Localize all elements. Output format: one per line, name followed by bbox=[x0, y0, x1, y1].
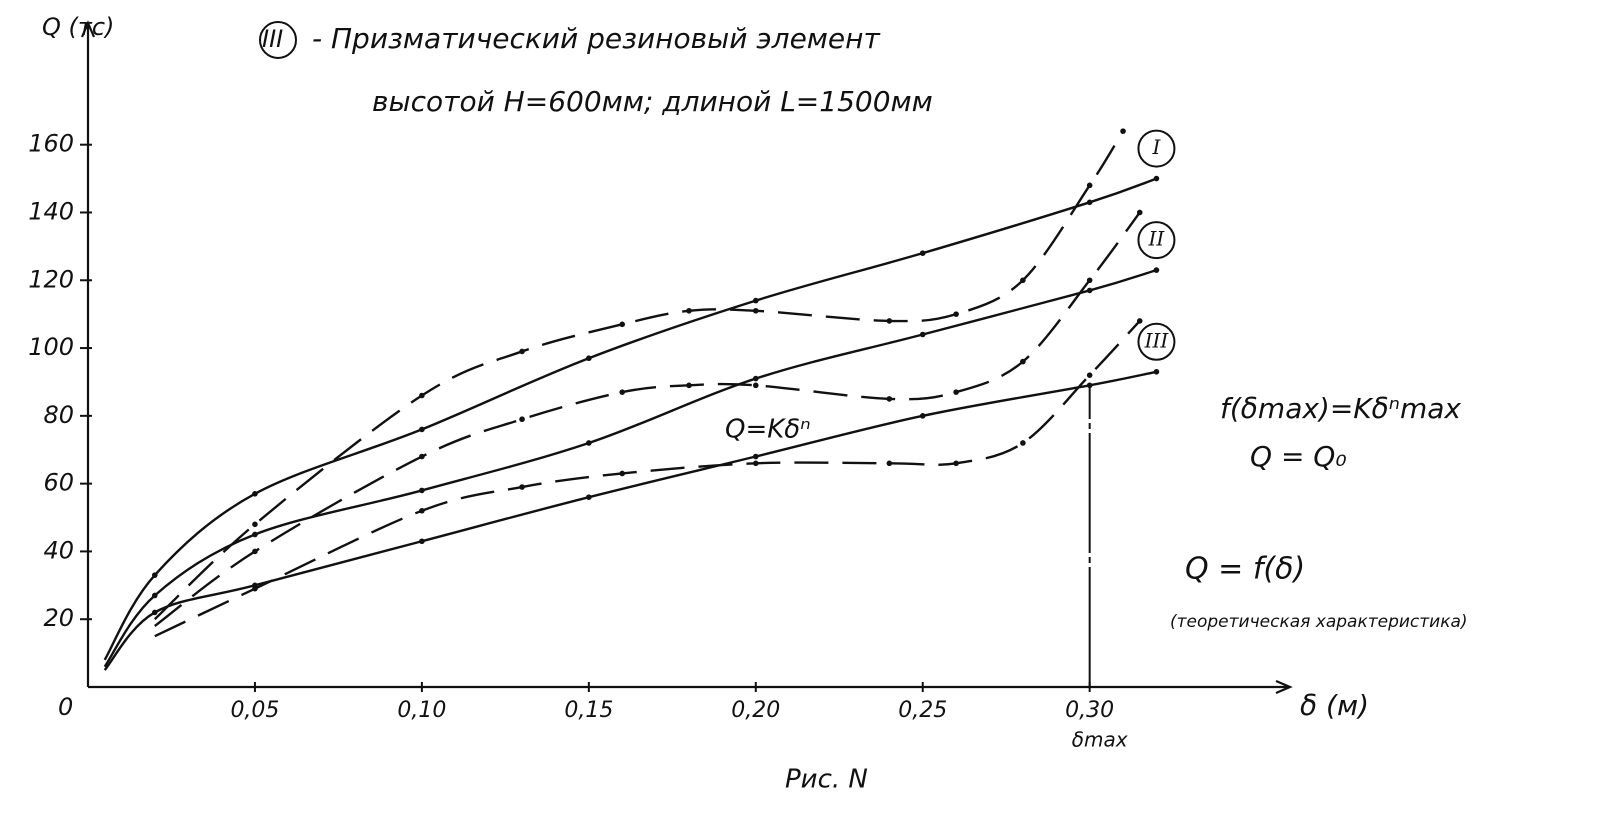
x-tick-label: 0,20 bbox=[731, 698, 780, 723]
curve-point bbox=[252, 491, 258, 497]
x-marker-label: δmax bbox=[1072, 728, 1128, 752]
x-axis-label: δ (м) bbox=[1300, 689, 1369, 722]
x-axis bbox=[88, 679, 1293, 695]
curve-point bbox=[1020, 277, 1026, 284]
curve-point bbox=[151, 609, 158, 616]
curve-point bbox=[519, 348, 525, 355]
y-tick-label: 80 bbox=[43, 401, 74, 429]
caption: Рис. N bbox=[785, 765, 868, 795]
curve-point bbox=[1120, 128, 1126, 134]
curve-point bbox=[953, 311, 959, 317]
chart-title: - Призматический резиновый элемент bbox=[312, 22, 880, 55]
curve-point bbox=[1086, 199, 1093, 206]
curve-label: III bbox=[1144, 328, 1170, 352]
curve-point bbox=[151, 572, 158, 578]
y-tick-label: 100 bbox=[28, 333, 74, 361]
y-tick-label: 160 bbox=[28, 130, 74, 158]
curve-point bbox=[586, 355, 592, 362]
curve-label: II bbox=[1148, 227, 1166, 251]
x-tick-label: 0,10 bbox=[397, 698, 446, 723]
curve-point bbox=[1136, 209, 1143, 216]
curve-point bbox=[886, 460, 893, 467]
x-tick-label: 0,15 bbox=[564, 698, 613, 723]
curve bbox=[103, 268, 1157, 668]
curve-point bbox=[419, 426, 425, 433]
curve-point bbox=[1153, 368, 1160, 375]
curve-label-circle bbox=[1137, 221, 1176, 260]
curve-point bbox=[1020, 440, 1026, 446]
curve-point bbox=[1153, 175, 1160, 182]
curve-point bbox=[619, 389, 626, 395]
curve-point bbox=[953, 460, 959, 467]
y-axis-label: Q (тс) bbox=[42, 13, 114, 41]
curve-point bbox=[252, 521, 258, 528]
y-tick-label: 40 bbox=[43, 536, 74, 564]
curve-label: I bbox=[1151, 135, 1161, 159]
curve-point bbox=[519, 416, 525, 423]
curve-point bbox=[619, 321, 626, 328]
curve-point bbox=[586, 440, 592, 446]
curve-point bbox=[419, 392, 425, 399]
curve-point bbox=[1086, 277, 1093, 284]
curve-point bbox=[252, 548, 258, 555]
y-tick-label: 120 bbox=[28, 265, 74, 293]
annotation: Q=Kδⁿ bbox=[725, 415, 811, 445]
curve-point bbox=[1086, 372, 1093, 378]
chart-subtitle: высотой H=600мм; длиной L=1500мм bbox=[372, 85, 933, 118]
annotation: Q = f(δ) bbox=[1185, 552, 1305, 587]
curve bbox=[103, 370, 1157, 671]
y-tick-label: 140 bbox=[28, 197, 74, 225]
curve-point bbox=[519, 484, 525, 490]
curve-point bbox=[1086, 287, 1093, 294]
curve-point bbox=[419, 453, 425, 460]
curve-point bbox=[886, 396, 893, 402]
curve-point bbox=[419, 538, 425, 545]
curve-point bbox=[752, 307, 759, 314]
curve bbox=[103, 177, 1157, 661]
title-mark-circle bbox=[259, 21, 297, 59]
curve-point bbox=[752, 453, 759, 460]
curve-point bbox=[1020, 358, 1026, 365]
y-axis bbox=[80, 20, 96, 687]
curve-point bbox=[619, 470, 626, 477]
curve-point bbox=[1086, 182, 1093, 189]
annotation: (теоретическая характеристика) bbox=[1170, 612, 1468, 632]
curve-point bbox=[886, 318, 893, 324]
y-tick-label: 60 bbox=[43, 469, 74, 497]
curve-point bbox=[419, 507, 425, 514]
curve-point bbox=[419, 487, 425, 494]
curve-point bbox=[686, 382, 692, 389]
curve-point bbox=[1136, 318, 1143, 324]
annotation: f(δmax)=Kδⁿmax bbox=[1220, 392, 1461, 425]
curve-point bbox=[1153, 267, 1160, 273]
curve-point bbox=[919, 331, 926, 338]
x-tick-label: 0,25 bbox=[898, 698, 947, 723]
curve-point bbox=[151, 592, 158, 599]
curve-point bbox=[252, 585, 258, 592]
curve-point bbox=[252, 531, 258, 538]
title-mark: III bbox=[262, 25, 283, 53]
curve-point bbox=[752, 297, 759, 304]
curve-point bbox=[919, 250, 926, 256]
curve-point bbox=[586, 494, 592, 500]
curve-point bbox=[752, 375, 759, 382]
dashed-curve bbox=[154, 320, 1141, 638]
curve-label-circle bbox=[1137, 129, 1176, 168]
curve-point bbox=[752, 382, 759, 389]
y-tick-label: 20 bbox=[43, 604, 74, 632]
curve-point bbox=[953, 389, 959, 395]
curve-point bbox=[919, 413, 926, 419]
curve-point bbox=[752, 460, 759, 467]
curve-point bbox=[686, 307, 692, 314]
dashed-curve bbox=[154, 211, 1141, 627]
x-tick-label: 0,05 bbox=[230, 698, 279, 723]
dashed-curve bbox=[153, 130, 1125, 621]
x-tick-label: 0,30 bbox=[1065, 698, 1114, 723]
curve-label-circle bbox=[1137, 322, 1176, 361]
origin-label: 0 bbox=[58, 693, 73, 721]
annotation: Q = Q₀ bbox=[1250, 440, 1347, 473]
